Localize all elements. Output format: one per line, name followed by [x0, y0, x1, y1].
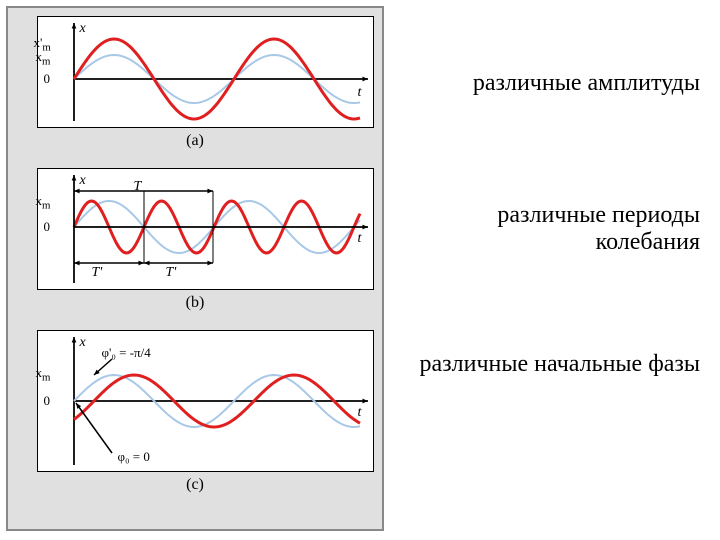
chart-b-svg [38, 169, 373, 289]
chart-c-svg [38, 331, 373, 471]
caption-a: (a) [186, 132, 204, 150]
chart-a-svg [38, 17, 373, 127]
label-b: различные периоды колебания [395, 202, 700, 256]
figure-panel: xtx'mxm0 (a) xtxm0TT'T' (b) [6, 6, 384, 531]
label-a: различные амплитуды [395, 70, 700, 97]
chart-b: xtxm0TT'T' [37, 168, 374, 290]
label-c: различные начальные фазы [395, 351, 700, 378]
labels-column: различные амплитуды различные периоды ко… [395, 0, 720, 540]
figure-container: xtx'mxm0 (a) xtxm0TT'T' (b) [0, 0, 395, 540]
caption-b: (b) [186, 294, 205, 312]
chart-a: xtx'mxm0 [37, 16, 374, 128]
caption-c: (c) [186, 476, 204, 494]
chart-c: xtxm0φ'₀ = -π/4φ₀ = 0 [37, 330, 374, 472]
